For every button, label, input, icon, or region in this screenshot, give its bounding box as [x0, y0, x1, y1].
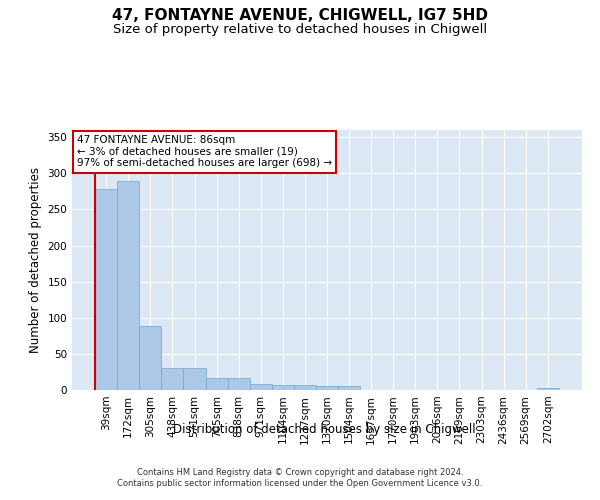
Text: Size of property relative to detached houses in Chigwell: Size of property relative to detached ho…: [113, 22, 487, 36]
Y-axis label: Number of detached properties: Number of detached properties: [29, 167, 42, 353]
Bar: [250, 384, 272, 390]
Bar: [227, 378, 250, 390]
Bar: [338, 386, 360, 390]
Bar: [294, 385, 316, 390]
Bar: [95, 189, 117, 390]
Bar: [206, 378, 227, 390]
Bar: [184, 368, 206, 390]
Bar: [117, 180, 139, 390]
Text: Contains HM Land Registry data © Crown copyright and database right 2024.
Contai: Contains HM Land Registry data © Crown c…: [118, 468, 482, 487]
Bar: [272, 385, 294, 390]
Text: 47 FONTAYNE AVENUE: 86sqm
← 3% of detached houses are smaller (19)
97% of semi-d: 47 FONTAYNE AVENUE: 86sqm ← 3% of detach…: [77, 135, 332, 168]
Bar: [316, 386, 338, 390]
Bar: [139, 326, 161, 390]
Text: Distribution of detached houses by size in Chigwell: Distribution of detached houses by size …: [173, 422, 475, 436]
Bar: [537, 388, 559, 390]
Text: 47, FONTAYNE AVENUE, CHIGWELL, IG7 5HD: 47, FONTAYNE AVENUE, CHIGWELL, IG7 5HD: [112, 8, 488, 22]
Bar: [161, 368, 184, 390]
